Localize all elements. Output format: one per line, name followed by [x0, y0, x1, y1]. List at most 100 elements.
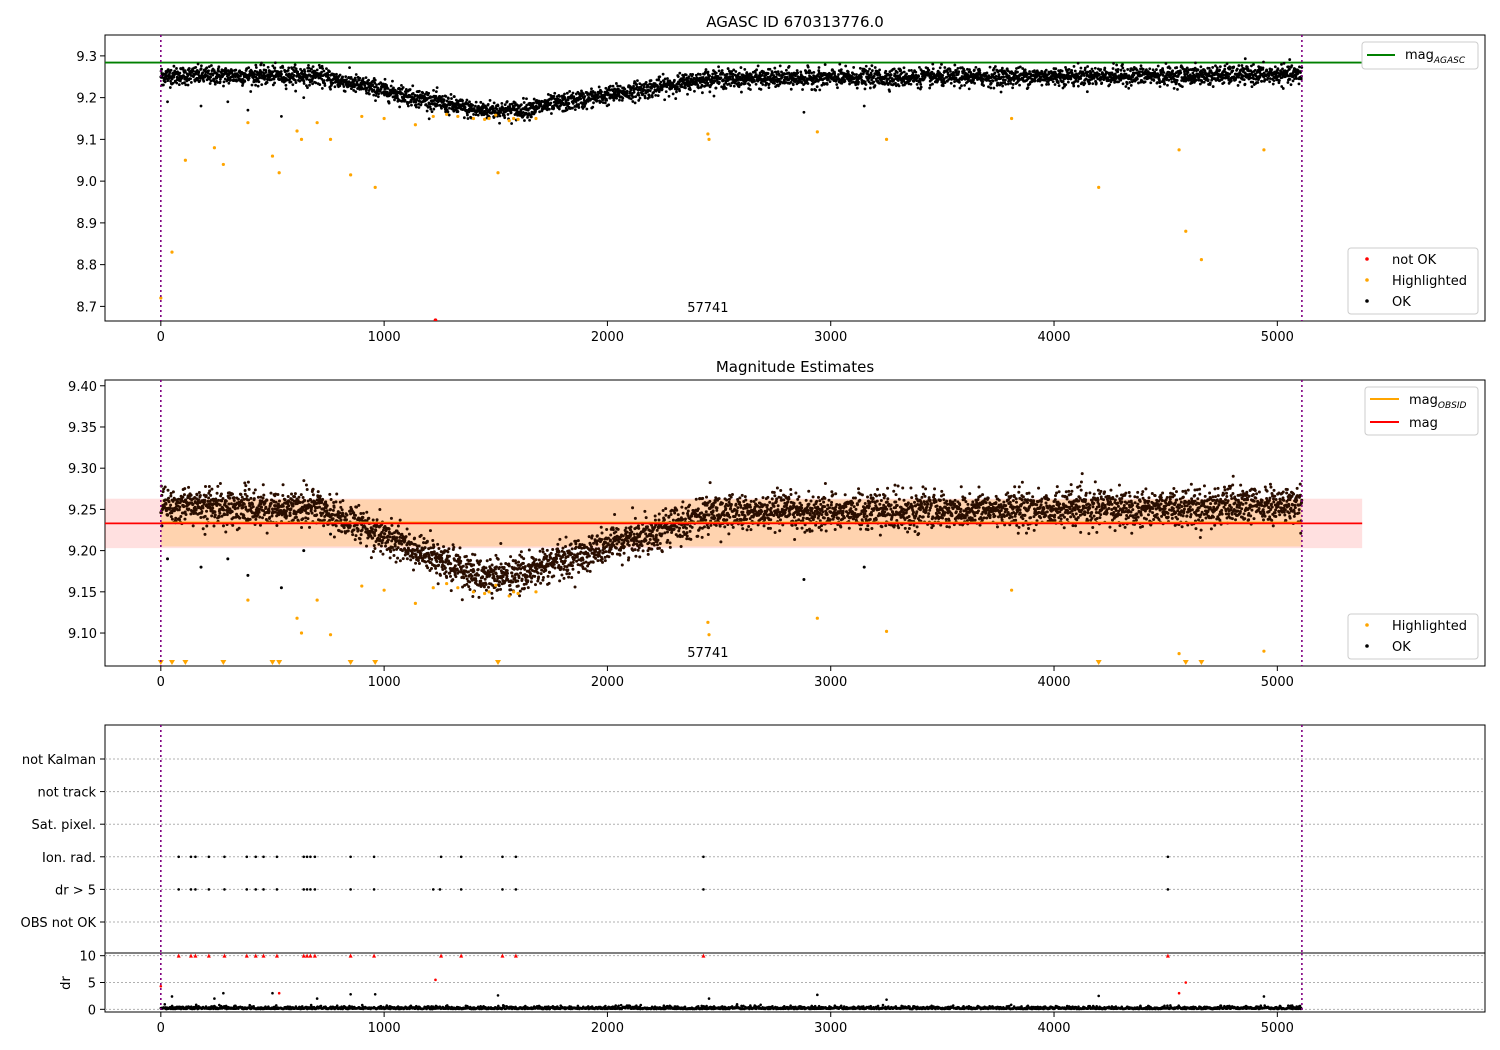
ok-point	[973, 81, 977, 85]
ok-point	[1273, 65, 1277, 69]
ok-point	[864, 83, 868, 86]
ok-point	[1211, 66, 1215, 69]
ok-point	[1238, 80, 1242, 84]
ok-point	[376, 95, 380, 99]
ok-point	[244, 484, 248, 488]
ok-point	[286, 69, 290, 72]
ok-point	[1162, 71, 1166, 74]
ok-point	[1073, 69, 1077, 73]
ok-point	[1282, 61, 1286, 65]
ok-point	[855, 86, 859, 90]
ok-point	[200, 509, 204, 513]
ok-point	[1138, 70, 1142, 74]
ok-point	[888, 89, 892, 93]
ok-point	[541, 100, 545, 103]
ok-point	[678, 89, 681, 93]
ok-point	[319, 74, 323, 78]
ok-point	[428, 105, 432, 109]
ok-point	[199, 516, 203, 520]
ok-point	[1086, 65, 1090, 68]
ok-point	[251, 502, 255, 506]
highlighted-point	[299, 137, 304, 141]
ok-point	[565, 91, 569, 95]
ok-point	[767, 86, 771, 89]
agasc-plot-area	[105, 35, 1363, 321]
ok-point	[414, 105, 418, 109]
ok-point	[678, 71, 682, 75]
ok-point	[224, 530, 228, 534]
ok-point	[273, 66, 277, 70]
ok-point	[267, 509, 271, 513]
ok-point	[658, 75, 662, 79]
ok-point	[169, 494, 173, 498]
ok-point	[838, 62, 842, 66]
ok-point	[708, 74, 711, 78]
ok-point	[293, 63, 297, 67]
ok-point	[1288, 77, 1292, 81]
ok-point	[1128, 80, 1132, 84]
ok-point	[1083, 66, 1087, 70]
ok-point	[284, 87, 288, 91]
ok-point	[229, 78, 232, 82]
ok-point	[233, 507, 237, 511]
ok-point	[516, 113, 519, 117]
ok-point	[531, 104, 535, 108]
ok-point	[1272, 79, 1276, 83]
ok-point	[182, 505, 186, 509]
ok-point	[425, 109, 429, 113]
ok-point	[766, 71, 770, 75]
ok-point	[303, 70, 307, 73]
ok-point	[773, 81, 776, 85]
ok-point	[264, 70, 268, 74]
ok-point	[759, 87, 763, 91]
y-tick-label: 9.1	[76, 133, 97, 148]
ok-point	[1225, 62, 1229, 66]
ok-point	[308, 83, 311, 87]
ok-point	[317, 63, 321, 67]
ok-point	[1057, 84, 1061, 88]
ok-point	[187, 485, 191, 489]
ok-point	[1155, 68, 1158, 71]
ok-point	[1069, 77, 1073, 81]
ok-point	[429, 107, 433, 111]
ok-point	[771, 71, 774, 75]
ok-point	[525, 97, 528, 101]
ok-point	[648, 89, 652, 93]
ok-point	[184, 512, 188, 516]
x-tick-label: 5000	[1261, 330, 1294, 345]
ok-point	[1270, 68, 1274, 71]
x-tick-label: 4000	[1037, 330, 1070, 345]
ok-point	[269, 501, 273, 505]
ok-point	[868, 67, 871, 71]
ok-point	[693, 89, 696, 93]
ok-point	[1265, 69, 1269, 73]
agasc-legend-line[interactable]: magAGASC	[1361, 41, 1479, 70]
ok-point	[171, 490, 175, 494]
ok-point	[1054, 67, 1058, 71]
ok-point	[249, 90, 253, 93]
ok-point	[869, 73, 873, 77]
ok-point	[265, 498, 269, 502]
ok-point	[355, 80, 359, 84]
highlighted-point	[534, 116, 538, 121]
ok-point	[1000, 66, 1004, 70]
ok-point	[1072, 65, 1076, 68]
ok-point	[315, 68, 319, 72]
ok-point	[252, 491, 256, 495]
ok-point	[250, 83, 254, 87]
ok-point	[271, 83, 275, 87]
ok-point	[246, 480, 250, 484]
ok-point	[872, 80, 876, 84]
ok-point	[657, 78, 661, 81]
ok-point	[1175, 66, 1179, 69]
ok-point	[671, 92, 675, 96]
ok-point	[712, 94, 716, 98]
ok-point	[1211, 85, 1215, 88]
ok-point	[256, 84, 260, 88]
ok-point	[878, 68, 881, 72]
ok-point	[1268, 80, 1272, 84]
ok-point	[919, 82, 923, 86]
ok-point	[1222, 81, 1226, 85]
ok-point	[992, 86, 996, 90]
